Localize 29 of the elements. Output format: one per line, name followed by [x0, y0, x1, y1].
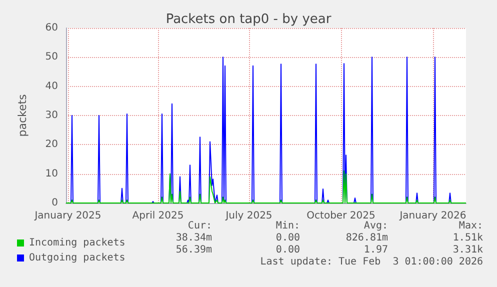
text: Last update: Tue Feb 3 01:00:00 2026 [260, 256, 484, 268]
text: 38.34m [176, 232, 212, 244]
text: 1.97 [364, 244, 388, 256]
x-tick-label: April 2025 [132, 210, 184, 222]
y-tick-label: 40 [45, 80, 58, 92]
text: Cur: [188, 220, 212, 232]
text: 3.31k [452, 244, 484, 256]
chart-title: Packets on tap0 - by year [166, 12, 332, 27]
y-tick-label: 0 [52, 198, 58, 208]
x-tick-label: July 2025 [224, 210, 272, 222]
text: 1.51k [452, 232, 484, 244]
text: 0.00 [276, 244, 300, 256]
x-tick-label: January 2026 [398, 210, 466, 222]
y-axis-title: packets [16, 94, 29, 137]
legend-label: Incoming packets [29, 238, 126, 248]
text: Max: [458, 220, 484, 232]
x-tick-label: October 2025 [306, 210, 376, 222]
y-tick-label: 10 [45, 168, 58, 180]
y-tick-label: 50 [45, 52, 58, 63]
y-tick-label: 60 [45, 22, 58, 34]
y-tick-label: 20 [45, 139, 58, 150]
text: Min: [276, 220, 300, 232]
text: 0.00 [276, 232, 300, 244]
text: 826.81m [346, 232, 388, 244]
text: 56.39m [176, 244, 212, 256]
x-tick-label: January 2025 [34, 210, 102, 222]
legend-label: Outgoing packets [29, 252, 126, 264]
y-tick-label: 30 [45, 110, 58, 121]
text: Avg: [364, 220, 388, 232]
